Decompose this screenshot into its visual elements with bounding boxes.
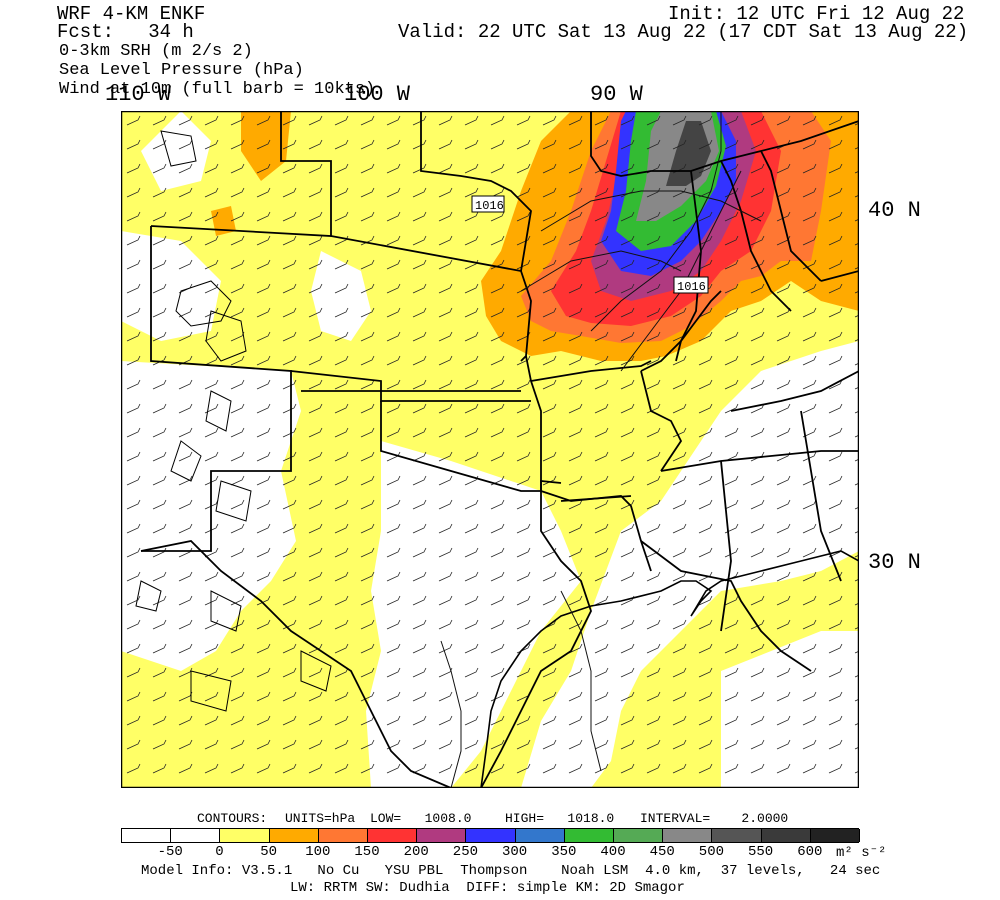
lat-label-30n: 30 N: [868, 550, 921, 575]
model-physics: LW: RRTM SW: Dudhia DIFF: simple KM: 2D …: [290, 880, 685, 896]
isobars: [440, 111, 762, 788]
colorbar-tick-label: 400: [600, 844, 626, 860]
field-srh: 0-3km SRH (m 2/s 2): [59, 42, 253, 61]
colorbar-swatch: [122, 829, 172, 842]
contours-low: LOW= 1008.0: [370, 811, 472, 826]
colorbar-swatch: [614, 829, 664, 842]
colorbar-swatch: [417, 829, 467, 842]
colorbar-swatch: [171, 829, 221, 842]
colorbar-swatch: [761, 829, 811, 842]
colorbar-swatch: [663, 829, 713, 842]
colorbar-tick-label: 550: [748, 844, 774, 860]
colorbar: [121, 828, 860, 843]
colorbar-swatch: [810, 829, 860, 842]
init-time: Init: 12 UTC Fri 12 Aug 22: [668, 3, 965, 25]
contours-interval: INTERVAL= 2.0000: [640, 811, 789, 826]
contours-units: UNITS=hPa: [285, 811, 356, 826]
isobar-label-box-2: [673, 276, 709, 294]
colorbar-tick-label: 300: [502, 844, 528, 860]
model-info: Model Info: V3.5.1 No Cu YSU PBL Thompso…: [141, 863, 881, 879]
colorbar-tick-label: 200: [403, 844, 429, 860]
colorbar-swatch: [269, 829, 319, 842]
colorbar-swatch: [712, 829, 762, 842]
map-frame: [121, 111, 859, 788]
colorbar-tick-label: 100: [305, 844, 331, 860]
colorbar-swatch: [368, 829, 418, 842]
field-slp: Sea Level Pressure (hPa): [59, 61, 304, 80]
coastline: [480, 550, 859, 788]
colorbar-units: m² s⁻²: [836, 845, 887, 861]
wind-barbs: [121, 111, 859, 788]
colorbar-swatch: [220, 829, 270, 842]
lon-label-90w: 90 W: [590, 82, 643, 107]
colorbar-swatch: [318, 829, 368, 842]
state-borders: [140, 111, 859, 788]
terrain-contours: [135, 130, 332, 712]
contours-label: CONTOURS:: [197, 811, 268, 826]
contours-high: HIGH= 1018.0: [505, 811, 615, 826]
colorbar-tick-label: 500: [698, 844, 725, 860]
isobar-label-1016-north: 1016: [475, 199, 504, 213]
forecast-hour: Fcst: 34 h: [57, 21, 194, 43]
valid-time: Valid: 22 UTC Sat 13 Aug 22 (17 CDT Sat …: [398, 21, 969, 43]
colorbar-tick-label: 150: [354, 844, 380, 860]
colorbar-tick-label: 600: [797, 844, 823, 860]
colorbar-tick-label: -50: [157, 844, 183, 860]
colorbar-swatch: [515, 829, 565, 842]
isobar-label-1016-south: 1016: [677, 280, 706, 294]
colorbar-tick-label: 0: [215, 844, 224, 860]
colorbar-swatch: [564, 829, 614, 842]
colorbar-swatch: [466, 829, 516, 842]
colorbar-tick-label: 50: [260, 844, 277, 860]
colorbar-tick-label: 450: [649, 844, 675, 860]
colorbar-tick-label: 250: [452, 844, 479, 860]
model-title: WRF 4-KM ENKF: [57, 3, 206, 25]
field-wind: Wind at 10m (full barb = 10kts): [59, 80, 376, 99]
map-panel: 1016 1016: [121, 111, 859, 788]
lat-label-40n: 40 N: [868, 198, 921, 223]
isobar-label-box-1: [471, 195, 505, 213]
lon-label-110w: 110 W: [105, 82, 172, 107]
colorbar-tick-label: 350: [551, 844, 577, 860]
lon-label-100w: 100 W: [344, 82, 411, 107]
